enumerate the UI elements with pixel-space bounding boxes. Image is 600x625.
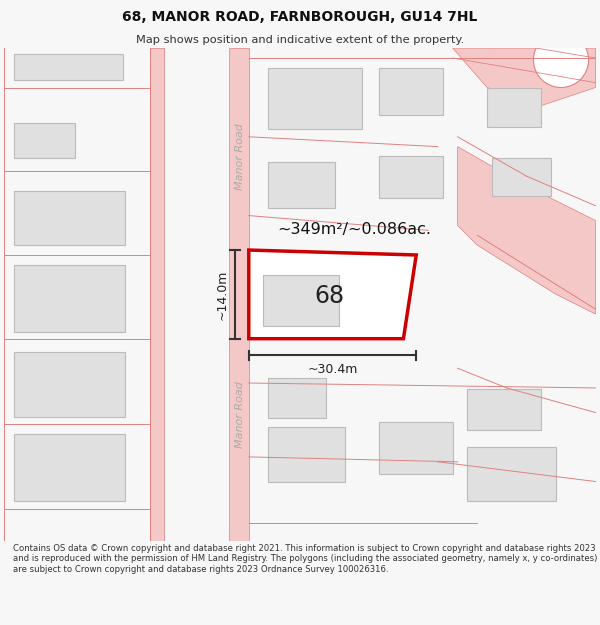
Text: Map shows position and indicative extent of the property.: Map shows position and indicative extent… [136, 34, 464, 44]
Polygon shape [249, 250, 416, 339]
Polygon shape [150, 48, 164, 541]
Circle shape [533, 32, 589, 88]
Bar [379, 422, 452, 474]
Bar [263, 274, 340, 326]
Bar [487, 88, 541, 127]
Bar [14, 123, 76, 159]
Bar [467, 447, 556, 501]
Bar [14, 265, 125, 332]
Bar [268, 68, 362, 129]
Bar [379, 68, 443, 115]
Bar [268, 162, 335, 208]
Text: 68, MANOR ROAD, FARNBOROUGH, GU14 7HL: 68, MANOR ROAD, FARNBOROUGH, GU14 7HL [122, 9, 478, 24]
Bar [14, 54, 122, 79]
Bar [268, 428, 346, 481]
Text: Contains OS data © Crown copyright and database right 2021. This information is : Contains OS data © Crown copyright and d… [13, 544, 598, 574]
Polygon shape [229, 48, 249, 541]
Text: Manor Road: Manor Road [235, 381, 245, 448]
Polygon shape [458, 147, 596, 314]
Bar [268, 378, 326, 418]
Bar [14, 351, 125, 416]
Polygon shape [452, 48, 596, 108]
Bar [467, 389, 541, 430]
Text: Manor Road: Manor Road [235, 123, 245, 190]
Bar [14, 434, 125, 501]
Text: 68: 68 [314, 284, 344, 308]
Text: ~349m²/~0.086ac.: ~349m²/~0.086ac. [277, 222, 431, 238]
Bar [379, 156, 443, 198]
Text: ~14.0m: ~14.0m [216, 269, 229, 319]
Bar [14, 191, 125, 245]
Text: ~30.4m: ~30.4m [307, 363, 358, 376]
Bar [492, 159, 551, 196]
